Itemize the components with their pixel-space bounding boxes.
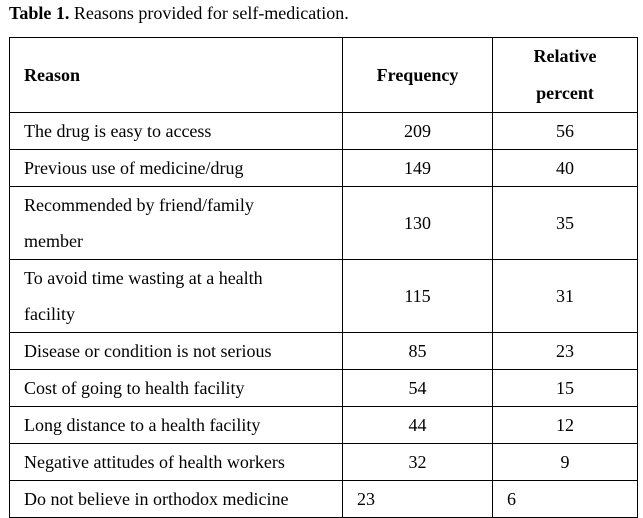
cell-relative: 15	[492, 369, 638, 407]
cell-reason-line1: Recommended by friend/family	[24, 195, 254, 215]
caption-text: Reasons provided for self-medication.	[69, 3, 349, 23]
self-medication-table: Reason Frequency Relative percent The dr…	[9, 37, 638, 518]
cell-reason: Do not believe in orthodox medicine	[9, 480, 343, 518]
header-relative-line1: Relative	[533, 46, 597, 66]
cell-reason-line2: member	[24, 231, 83, 251]
cell-reason: Long distance to a health facility	[9, 406, 343, 444]
cell-frequency: 209	[342, 112, 493, 150]
header-reason: Reason	[9, 37, 343, 113]
cell-relative: 35	[492, 186, 638, 260]
header-relative-percent: Relative percent	[492, 37, 638, 113]
table-row: To avoid time wasting at a health facili…	[9, 259, 638, 333]
cell-reason: To avoid time wasting at a health facili…	[9, 259, 343, 333]
cell-reason: The drug is easy to access	[9, 112, 343, 150]
cell-frequency: 23	[342, 480, 493, 518]
cell-relative: 9	[492, 443, 638, 481]
cell-frequency: 32	[342, 443, 493, 481]
cell-relative: 31	[492, 259, 638, 333]
cell-frequency: 54	[342, 369, 493, 407]
header-row: Reason Frequency Relative percent	[9, 37, 638, 113]
cell-reason: Cost of going to health facility	[9, 369, 343, 407]
cell-reason: Disease or condition is not serious	[9, 332, 343, 370]
cell-reason: Recommended by friend/family member	[9, 186, 343, 260]
table-caption: Table 1. Reasons provided for self-medic…	[9, 2, 349, 24]
cell-relative: 6	[492, 480, 638, 518]
cell-frequency: 130	[342, 186, 493, 260]
table-row: The drug is easy to access 209 56	[9, 112, 638, 150]
table-row: Previous use of medicine/drug 149 40	[9, 149, 638, 187]
table-row: Long distance to a health facility 44 12	[9, 406, 638, 444]
cell-relative: 23	[492, 332, 638, 370]
cell-relative: 56	[492, 112, 638, 150]
cell-relative: 40	[492, 149, 638, 187]
cell-reason-line2: facility	[24, 304, 75, 324]
header-relative-line2: percent	[536, 83, 594, 103]
header-frequency: Frequency	[342, 37, 493, 113]
table-row: Cost of going to health facility 54 15	[9, 369, 638, 407]
cell-reason: Negative attitudes of health workers	[9, 443, 343, 481]
cell-frequency: 115	[342, 259, 493, 333]
cell-relative: 12	[492, 406, 638, 444]
caption-label: Table 1.	[9, 3, 70, 23]
table-row: Do not believe in orthodox medicine 23 6	[9, 480, 638, 518]
cell-frequency: 44	[342, 406, 493, 444]
table-row: Disease or condition is not serious 85 2…	[9, 332, 638, 370]
cell-frequency: 85	[342, 332, 493, 370]
table-row: Recommended by friend/family member 130 …	[9, 186, 638, 260]
cell-reason: Previous use of medicine/drug	[9, 149, 343, 187]
table-row: Negative attitudes of health workers 32 …	[9, 443, 638, 481]
cell-reason-line1: To avoid time wasting at a health	[24, 268, 263, 288]
cell-frequency: 149	[342, 149, 493, 187]
